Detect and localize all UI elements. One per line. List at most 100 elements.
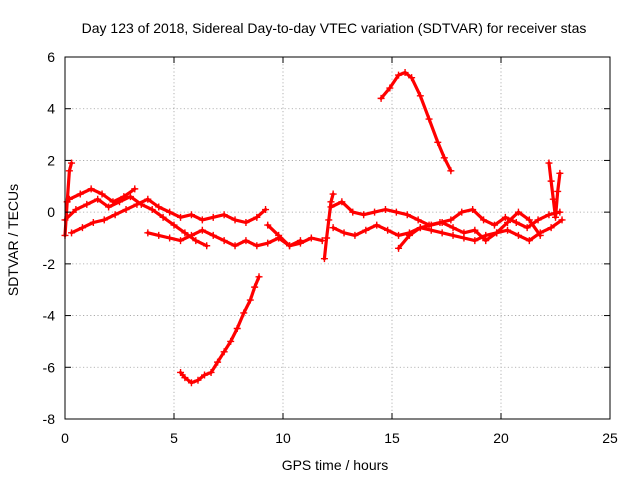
data-point xyxy=(447,167,455,175)
data-point xyxy=(447,216,455,224)
data-point xyxy=(201,371,209,379)
data-point xyxy=(231,242,239,250)
data-point xyxy=(362,226,370,234)
data-point xyxy=(68,159,76,167)
data-point xyxy=(214,358,222,366)
data-point xyxy=(170,221,178,229)
data-point xyxy=(438,218,446,226)
data-point xyxy=(94,195,102,203)
y-tick-label: 2 xyxy=(47,152,55,168)
data-point xyxy=(556,169,564,177)
series-trace xyxy=(322,192,335,261)
data-point xyxy=(72,206,80,214)
data-point xyxy=(242,237,250,245)
data-point xyxy=(65,195,73,203)
data-point xyxy=(351,231,359,239)
data-point xyxy=(482,237,490,245)
data-point xyxy=(131,185,139,193)
data-point xyxy=(78,224,86,232)
data-point xyxy=(181,229,189,237)
data-point xyxy=(401,69,409,77)
data-point xyxy=(471,226,479,234)
data-point xyxy=(133,200,141,208)
data-point xyxy=(126,193,134,201)
data-point xyxy=(545,159,553,167)
data-point xyxy=(490,221,498,229)
data-point xyxy=(536,231,544,239)
data-point xyxy=(89,218,97,226)
data-point xyxy=(240,309,248,317)
y-tick-label: -8 xyxy=(43,411,56,427)
series-trace xyxy=(329,200,562,230)
data-point xyxy=(547,177,555,185)
series-arc-4 xyxy=(65,185,139,206)
y-tick-label: 0 xyxy=(47,204,55,220)
data-point xyxy=(534,216,542,224)
data-point xyxy=(209,213,217,221)
series-arc-12 xyxy=(395,208,544,252)
data-point xyxy=(296,239,304,247)
data-point xyxy=(395,244,403,252)
data-point xyxy=(264,239,272,247)
data-point xyxy=(100,216,108,224)
data-point xyxy=(307,234,315,242)
data-point xyxy=(438,229,446,237)
data-point xyxy=(242,218,250,226)
data-point xyxy=(109,198,117,206)
data-point xyxy=(514,208,522,216)
data-point xyxy=(414,216,422,224)
data-point xyxy=(286,242,294,250)
series-arc-2 xyxy=(61,193,211,250)
data-point xyxy=(449,224,457,232)
data-point xyxy=(471,237,479,245)
data-point xyxy=(253,242,261,250)
data-point xyxy=(203,242,211,250)
data-point xyxy=(416,92,424,100)
data-point xyxy=(325,216,333,224)
data-point xyxy=(434,138,442,146)
x-axis-label: GPS time / hours xyxy=(282,457,389,473)
data-point xyxy=(392,208,400,216)
series-arc-13 xyxy=(545,159,564,221)
data-point xyxy=(360,211,368,219)
data-point xyxy=(512,218,520,226)
data-point xyxy=(105,203,113,211)
chart-title: Day 123 of 2018, Sidereal Day-to-day VTE… xyxy=(82,20,587,36)
series-arc-3 xyxy=(68,195,270,237)
data-point xyxy=(177,237,185,245)
data-point xyxy=(166,234,174,242)
data-point xyxy=(501,213,509,221)
data-point xyxy=(395,71,403,79)
data-point xyxy=(338,198,346,206)
data-point xyxy=(469,206,477,214)
data-point xyxy=(181,374,189,382)
data-point xyxy=(373,221,381,229)
data-point xyxy=(262,206,270,214)
data-point xyxy=(87,185,95,193)
y-tick-label: 4 xyxy=(47,101,55,117)
data-point xyxy=(233,325,241,332)
data-point xyxy=(246,296,254,304)
data-point xyxy=(207,368,215,376)
data-point xyxy=(251,283,259,291)
data-point xyxy=(144,229,152,237)
data-point xyxy=(377,94,385,102)
series-arc-6 xyxy=(177,273,263,387)
data-point xyxy=(427,221,435,229)
data-point xyxy=(187,231,195,239)
data-point xyxy=(323,234,331,242)
data-point xyxy=(264,221,272,229)
data-point xyxy=(340,229,348,237)
data-point xyxy=(549,195,557,203)
data-point xyxy=(425,115,433,123)
series-trace xyxy=(69,197,268,235)
data-point xyxy=(255,273,263,281)
data-point xyxy=(523,224,531,232)
data-point xyxy=(155,231,163,239)
data-point xyxy=(83,200,91,208)
data-point xyxy=(545,211,553,219)
y-tick-label: 6 xyxy=(47,49,55,65)
x-tick-label: 15 xyxy=(384,430,400,446)
data-point xyxy=(525,237,533,245)
